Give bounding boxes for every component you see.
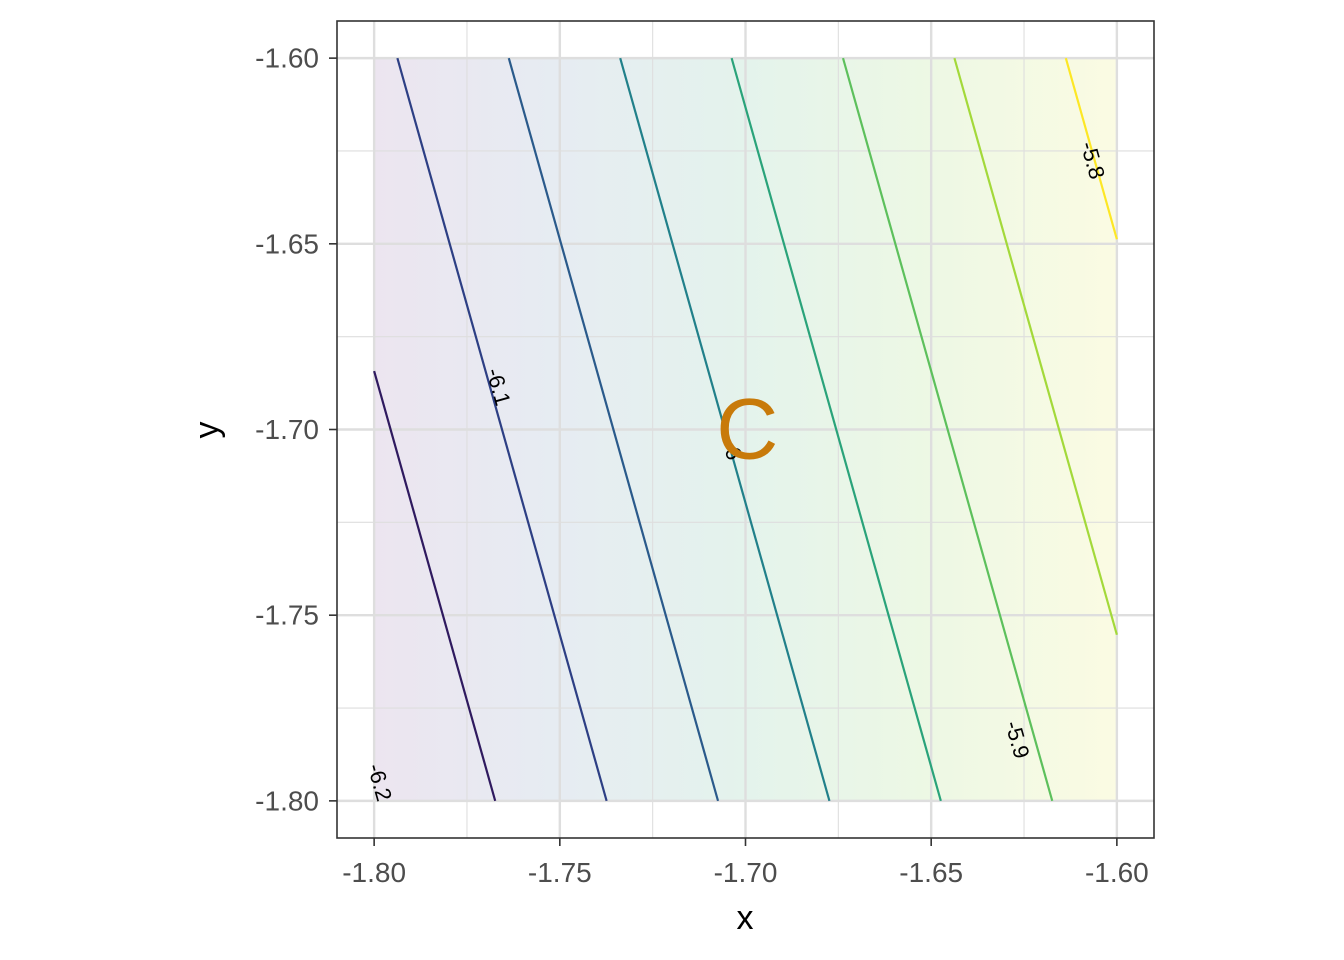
contour-line	[396, 57, 608, 802]
y-tick-label: -1.75	[255, 600, 319, 631]
x-axis: -1.80 -1.75 -1.70 -1.65 -1.60	[342, 838, 1149, 888]
y-axis: -1.60 -1.65 -1.70 -1.75 -1.80	[255, 43, 337, 816]
x-tick-label: -1.65	[899, 857, 963, 888]
contour-line	[507, 57, 720, 802]
x-tick-label: -1.75	[528, 857, 592, 888]
marker-label: C	[716, 382, 778, 478]
contour-line	[1064, 57, 1118, 240]
y-tick-label: -1.80	[255, 785, 319, 816]
grid-lines	[337, 21, 1154, 838]
contour-line	[953, 57, 1118, 636]
contour-line	[373, 370, 497, 802]
contour-line	[730, 57, 942, 802]
x-axis-title: x	[737, 899, 754, 937]
contour-line	[619, 57, 831, 802]
x-tick-label: -1.70	[714, 857, 778, 888]
y-axis-title: y	[188, 422, 226, 439]
y-tick-label: -1.70	[255, 414, 319, 445]
x-tick-label: -1.80	[342, 857, 406, 888]
y-tick-label: -1.65	[255, 228, 319, 259]
x-tick-label: -1.60	[1085, 857, 1149, 888]
contour-lines	[373, 57, 1118, 802]
y-tick-label: -1.60	[255, 43, 319, 74]
contour-line	[841, 57, 1054, 802]
